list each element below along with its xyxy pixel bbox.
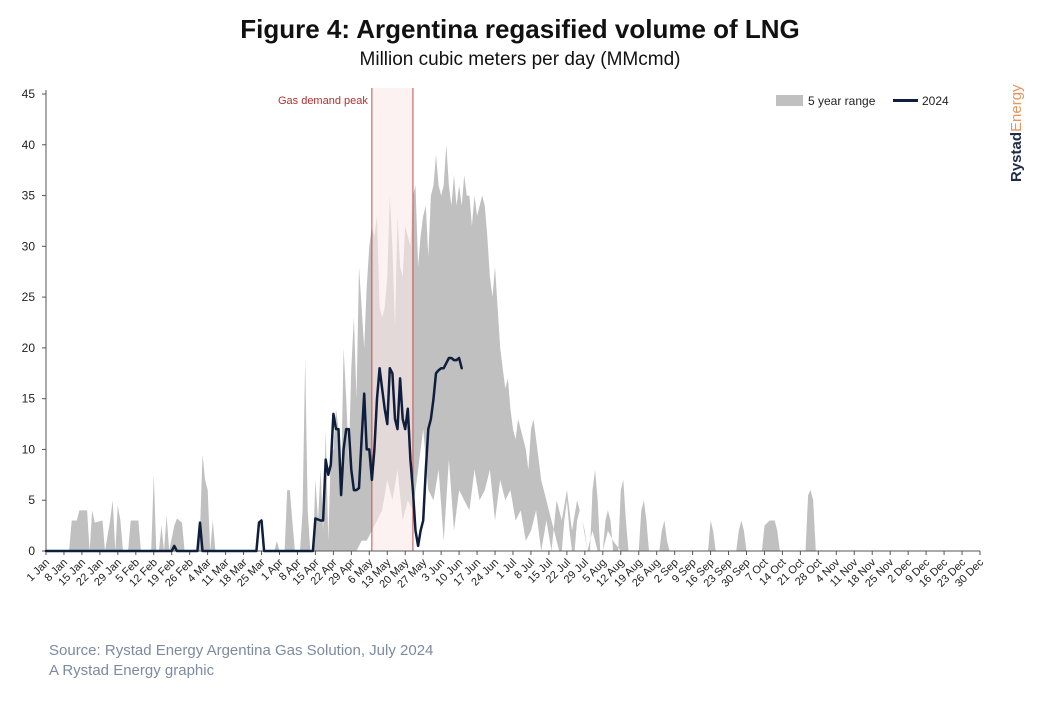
demand-peak-band (371, 88, 413, 551)
legend-label-2024: 2024 (922, 94, 949, 108)
y-tick-label: 40 (22, 138, 36, 152)
y-tick-label: 20 (22, 341, 36, 355)
credit-note: A Rystad Energy graphic (49, 662, 215, 679)
logo-part-1: Rystad (1008, 131, 1025, 182)
y-tick-label: 35 (22, 189, 36, 203)
demand-peak-label: Gas demand peak (278, 95, 368, 107)
chart-title: Figure 4: Argentina regasified volume of… (240, 14, 800, 44)
y-tick-label: 5 (28, 493, 35, 507)
source-note: Source: Rystad Energy Argentina Gas Solu… (49, 642, 434, 659)
chart-subtitle: Million cubic meters per day (MMcmd) (359, 49, 681, 70)
logo-part-2: Energy (1008, 84, 1025, 132)
y-tick-label: 30 (22, 239, 36, 253)
y-tick-label: 45 (22, 87, 36, 101)
y-tick-label: 10 (22, 442, 36, 456)
y-tick-label: 0 (28, 544, 35, 558)
y-tick-label: 25 (22, 290, 36, 304)
legend-swatch-range (776, 95, 803, 106)
series-5-year-range-area (46, 144, 980, 552)
series-2024-line (44, 356, 463, 553)
y-tick-label: 15 (22, 392, 36, 406)
legend-label-range: 5 year range (808, 94, 876, 108)
